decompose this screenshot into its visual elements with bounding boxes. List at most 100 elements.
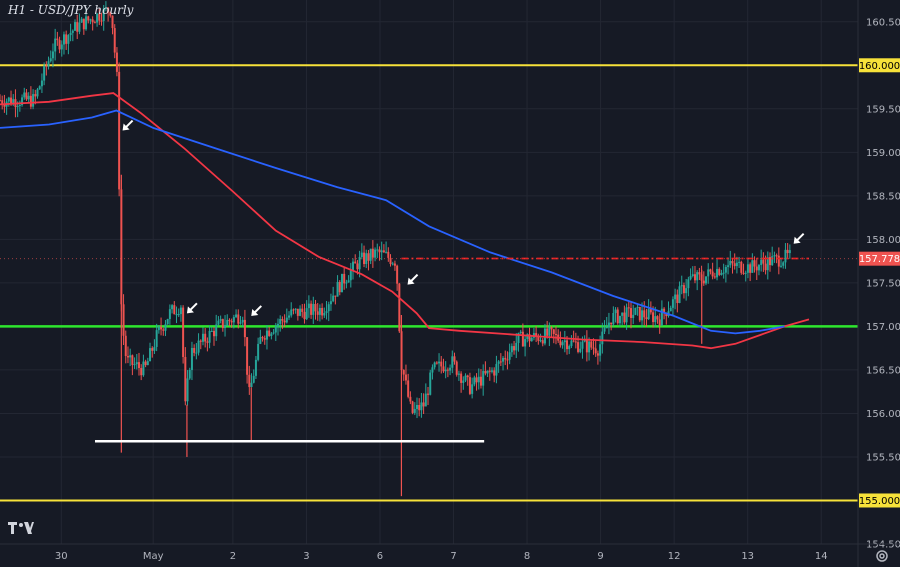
candle-body	[7, 97, 10, 102]
candle-body	[25, 92, 28, 100]
x-tick-label: 2	[230, 551, 236, 562]
candle-body	[550, 327, 553, 330]
candle-body	[749, 264, 752, 273]
candle-body	[438, 361, 441, 364]
candle-body	[583, 339, 586, 342]
candle-body	[76, 22, 79, 32]
candle-body	[261, 337, 264, 339]
candle-body	[230, 321, 233, 323]
candle-body	[232, 317, 235, 323]
candle-body	[296, 308, 299, 316]
candle-body	[40, 80, 43, 87]
candle-body	[665, 313, 668, 317]
candle-body	[656, 316, 659, 320]
candle-body	[210, 330, 213, 332]
last-price-label: 157.778	[859, 254, 900, 265]
candle-body	[179, 307, 182, 315]
candle-body	[124, 335, 127, 357]
candle-body	[733, 263, 736, 267]
candle-body	[310, 303, 313, 315]
candle-body	[629, 308, 632, 318]
tradingview-logo-icon	[8, 522, 34, 534]
candle-body	[213, 330, 216, 337]
candle-body	[208, 330, 211, 343]
candle-body	[709, 269, 712, 272]
candle-body	[735, 262, 738, 267]
candle-body	[552, 329, 555, 334]
candle-body	[58, 40, 61, 50]
candle-body	[118, 71, 121, 190]
chart-title: H1 - USD/JPY hourly	[8, 3, 134, 17]
candle-body	[252, 375, 255, 383]
candle-body	[449, 367, 452, 371]
candle-body	[109, 12, 112, 16]
candle-body	[146, 361, 149, 366]
x-tick-label: 14	[815, 551, 828, 562]
candle-body	[519, 331, 522, 333]
candle-body	[243, 319, 246, 338]
candle-body	[513, 346, 516, 351]
candle-body	[455, 361, 458, 375]
candle-body	[753, 260, 756, 267]
candle-body	[471, 384, 474, 394]
candle-body	[502, 357, 505, 362]
y-tick-label: 160.500	[866, 17, 900, 28]
candle-body	[354, 261, 357, 264]
candle-body	[588, 341, 591, 353]
candle-body	[217, 320, 220, 325]
candle-body	[561, 342, 564, 346]
candle-body	[279, 319, 282, 324]
candle-body	[285, 317, 288, 323]
candle-body	[641, 310, 644, 321]
candle-body	[206, 341, 209, 343]
arrow-icon	[122, 119, 134, 131]
candle-body	[93, 22, 96, 24]
candle-body	[391, 263, 394, 265]
candle-body	[427, 393, 430, 395]
level-badge	[859, 493, 900, 508]
candle-body	[385, 251, 388, 253]
candle-body	[510, 346, 513, 353]
x-tick-label: 8	[524, 551, 530, 562]
arrow-head	[122, 123, 130, 131]
candle-body	[768, 257, 771, 266]
candle-body	[91, 19, 94, 23]
candle-body	[559, 340, 562, 346]
candle-body	[691, 274, 694, 277]
candle-body	[623, 312, 626, 323]
candle-body	[23, 92, 26, 98]
candle-body	[345, 282, 348, 284]
y-tick-label: 159.500	[866, 104, 900, 115]
gear-icon[interactable]	[874, 548, 890, 564]
candle-body	[107, 7, 110, 13]
candle-body	[190, 347, 193, 370]
candle-body	[100, 20, 103, 22]
candle-body	[27, 95, 30, 100]
y-tick-label: 157.000	[866, 322, 900, 333]
candle-body	[786, 249, 789, 254]
candle-body	[594, 348, 597, 354]
candle-body	[47, 61, 50, 67]
candle-body	[157, 326, 160, 331]
candle-body	[133, 364, 136, 366]
candle-body	[757, 265, 760, 271]
candle-body	[751, 260, 754, 273]
candle-body	[585, 339, 588, 353]
candle-body	[166, 319, 169, 325]
candle-body	[307, 303, 310, 309]
candle-body	[38, 86, 41, 90]
candle-body	[332, 295, 335, 302]
candle-body	[508, 352, 511, 360]
candle-body	[590, 341, 593, 348]
moving-average-line	[0, 109, 785, 335]
candle-body	[528, 334, 531, 342]
candle-body	[607, 322, 610, 328]
arrow-icon	[251, 305, 262, 316]
candle-body	[740, 261, 743, 273]
candle-body	[369, 248, 372, 261]
candle-body	[676, 294, 679, 303]
candle-body	[98, 13, 101, 21]
candle-body	[780, 265, 783, 267]
candle-body	[713, 276, 716, 278]
